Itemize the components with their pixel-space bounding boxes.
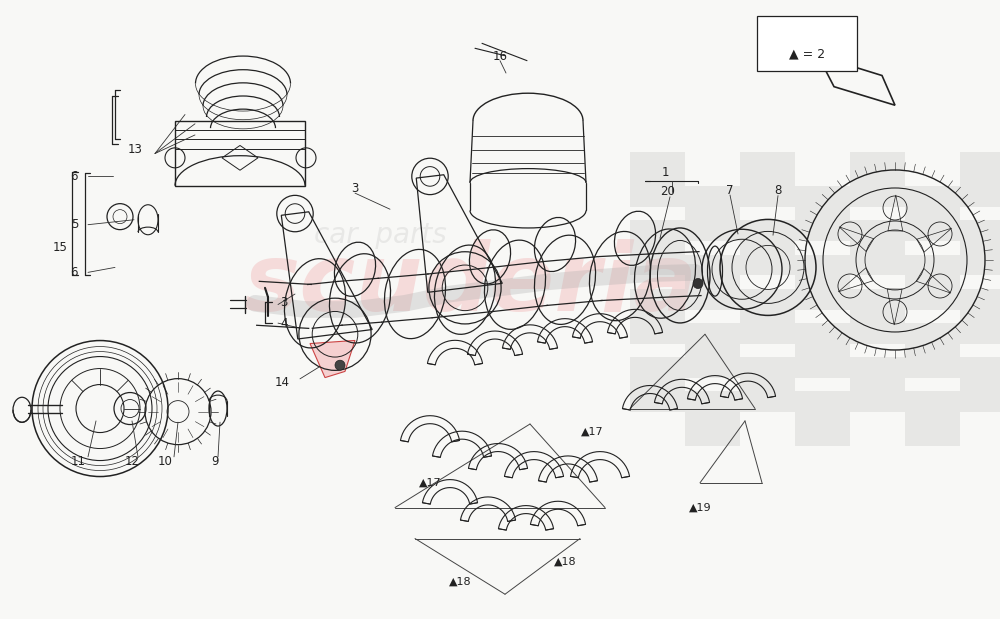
Text: 20: 20 bbox=[661, 185, 675, 199]
Text: 14: 14 bbox=[274, 376, 290, 389]
Text: 6: 6 bbox=[70, 266, 78, 279]
Bar bbox=[960, 288, 1000, 344]
Bar bbox=[685, 391, 740, 446]
Circle shape bbox=[693, 279, 703, 288]
Bar bbox=[795, 391, 850, 446]
Text: ▲17: ▲17 bbox=[581, 427, 603, 437]
Bar bbox=[905, 322, 960, 378]
Bar bbox=[740, 152, 795, 207]
Bar bbox=[905, 254, 960, 310]
Text: 4: 4 bbox=[280, 316, 288, 330]
Bar bbox=[905, 391, 960, 446]
Circle shape bbox=[335, 360, 345, 370]
Bar bbox=[795, 186, 850, 241]
Bar bbox=[850, 152, 905, 207]
Bar bbox=[630, 152, 685, 207]
Text: 8: 8 bbox=[774, 184, 782, 197]
Text: ▲18: ▲18 bbox=[554, 557, 576, 567]
Bar bbox=[740, 288, 795, 344]
Bar bbox=[685, 322, 740, 378]
Text: 3: 3 bbox=[351, 182, 359, 196]
Text: ▲17: ▲17 bbox=[419, 478, 441, 488]
Bar bbox=[740, 357, 795, 412]
Bar bbox=[960, 152, 1000, 207]
Text: 6: 6 bbox=[70, 170, 78, 183]
Bar bbox=[960, 357, 1000, 412]
Bar bbox=[795, 322, 850, 378]
Bar bbox=[740, 220, 795, 275]
Bar bbox=[795, 254, 850, 310]
Text: 1: 1 bbox=[661, 165, 669, 179]
Text: 13: 13 bbox=[128, 143, 142, 157]
Text: 11: 11 bbox=[70, 454, 86, 468]
Text: 10: 10 bbox=[158, 454, 172, 468]
Bar bbox=[630, 220, 685, 275]
Text: ▲18: ▲18 bbox=[449, 577, 471, 587]
Text: 3: 3 bbox=[280, 295, 287, 309]
Bar bbox=[850, 220, 905, 275]
Text: 12: 12 bbox=[124, 454, 140, 468]
Bar bbox=[685, 254, 740, 310]
Bar bbox=[850, 288, 905, 344]
Bar bbox=[630, 357, 685, 412]
Bar bbox=[630, 288, 685, 344]
Text: 9: 9 bbox=[211, 454, 219, 468]
Polygon shape bbox=[310, 340, 355, 378]
Text: 15: 15 bbox=[53, 241, 67, 254]
Text: ▲19: ▲19 bbox=[689, 503, 711, 513]
Bar bbox=[685, 186, 740, 241]
Text: car  parts: car parts bbox=[314, 221, 446, 249]
Bar bbox=[905, 186, 960, 241]
Bar bbox=[960, 220, 1000, 275]
Text: ▲ = 2: ▲ = 2 bbox=[789, 48, 825, 61]
Bar bbox=[850, 357, 905, 412]
FancyBboxPatch shape bbox=[757, 16, 857, 71]
Text: scuderia: scuderia bbox=[243, 239, 697, 331]
Text: 5: 5 bbox=[71, 218, 78, 232]
Text: 7: 7 bbox=[726, 184, 734, 197]
Text: 16: 16 bbox=[492, 50, 508, 64]
